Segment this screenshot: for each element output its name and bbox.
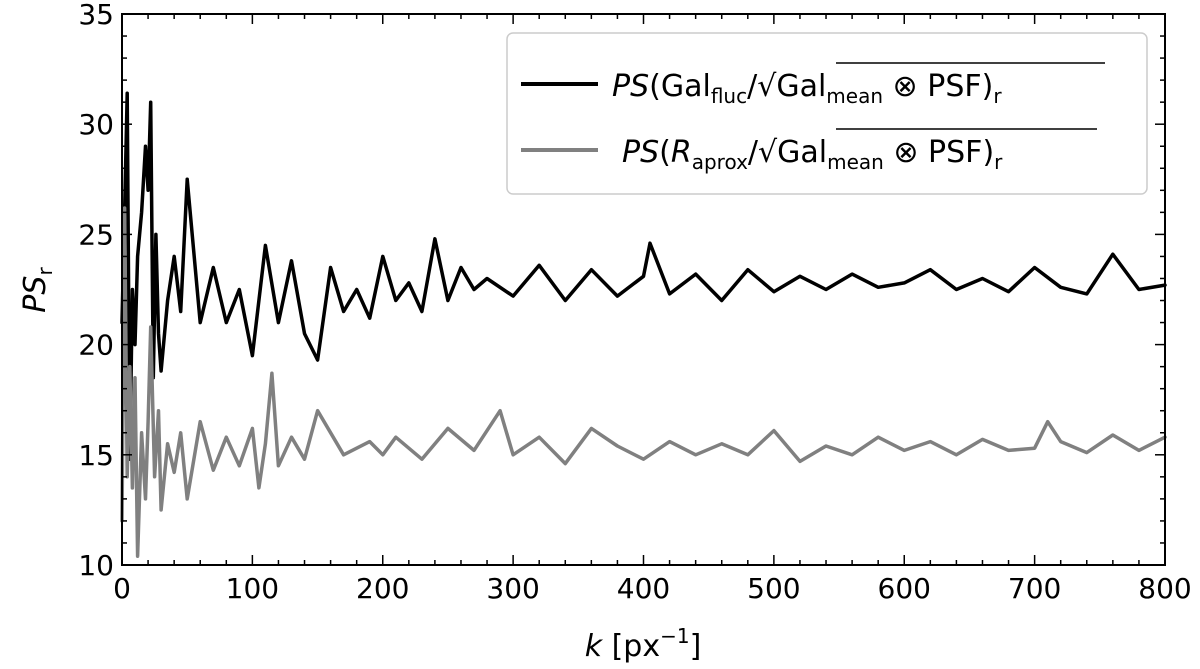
x-tick-label: 0 bbox=[113, 572, 131, 605]
series-line-1 bbox=[120, 206, 1167, 558]
x-tick-label: 800 bbox=[1138, 572, 1191, 605]
legend-box bbox=[506, 32, 1148, 195]
x-tick-label: 300 bbox=[486, 572, 539, 605]
legend-label-gray: PS(Raprox/√Galmean ⊗ PSF)r bbox=[622, 135, 1003, 174]
x-tick-label: 500 bbox=[747, 572, 800, 605]
tick-labels: 0 100 200 300 400 500 600 700 800 10 15 20 25 30 35 bbox=[78, 0, 1191, 605]
ticks bbox=[121, 13, 1166, 566]
x-tick-label: 600 bbox=[878, 572, 931, 605]
y-tick-label: 25 bbox=[78, 218, 114, 251]
x-tick-label: 700 bbox=[1008, 572, 1061, 605]
y-tick-label: 35 bbox=[78, 0, 114, 31]
x-tick-label: 200 bbox=[356, 572, 409, 605]
y-axis-label: PSr bbox=[18, 267, 57, 313]
y-tick-label: 15 bbox=[78, 439, 114, 472]
legend-label-black: PS(Galfluc/√Galmean ⊗ PSF)r bbox=[612, 69, 1002, 108]
y-tick-label: 30 bbox=[78, 108, 114, 141]
x-tick-label: 100 bbox=[226, 572, 279, 605]
legend: PS(Galfluc/√Galmean ⊗ PSF)r PS(Raprox/√G… bbox=[506, 32, 1148, 195]
series-line-0 bbox=[120, 91, 1167, 461]
x-tick-label: 400 bbox=[617, 572, 670, 605]
x-axis-label: k [px−1] bbox=[585, 624, 702, 664]
plot-lines bbox=[120, 91, 1167, 558]
y-tick-label: 10 bbox=[78, 549, 114, 582]
legend-entry-black: PS(Galfluc/√Galmean ⊗ PSF)r bbox=[521, 62, 1105, 108]
y-tick-label: 20 bbox=[78, 329, 114, 362]
legend-entry-gray: PS(Raprox/√Galmean ⊗ PSF)r bbox=[521, 128, 1097, 174]
